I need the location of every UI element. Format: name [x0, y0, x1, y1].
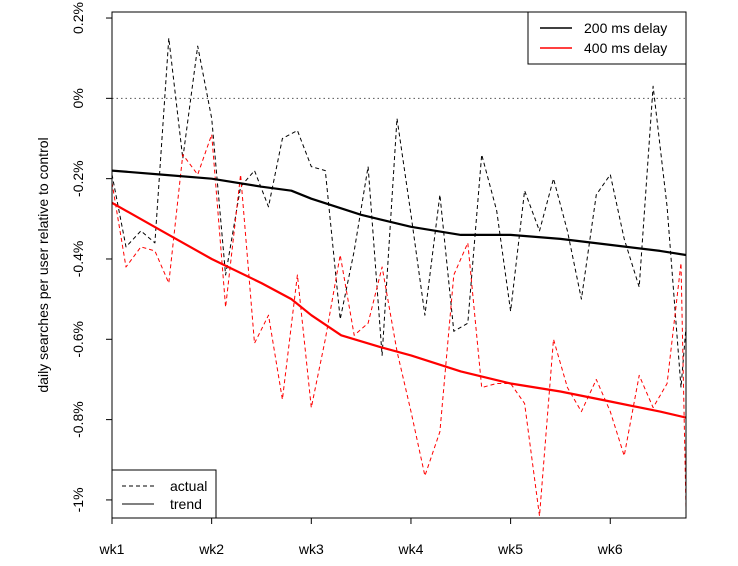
- series-line-200ms-actual: [112, 37, 686, 388]
- color-legend: 200 ms delay 400 ms delay: [527, 11, 687, 65]
- y-tick-label: -0.2%: [70, 160, 86, 197]
- y-tick-label: -1%: [70, 487, 86, 512]
- y-axis: 0.2% 0% -0.2% -0.4% -0.6% -0.8% -1%: [70, 2, 112, 512]
- legend-label-400ms: 400 ms delay: [584, 40, 667, 56]
- series-line-400ms-trend: [112, 201, 686, 419]
- color-legend-box: [527, 11, 687, 65]
- y-tick-label: -0.6%: [70, 321, 86, 358]
- x-tick-label: wk4: [398, 541, 424, 557]
- series-line-400ms-actual: [112, 134, 686, 517]
- y-tick-label: 0%: [70, 88, 86, 108]
- plot-frame: [111, 11, 687, 519]
- style-legend: actual trend: [111, 469, 217, 519]
- series-layer: [112, 37, 686, 517]
- style-legend-box: [111, 469, 217, 519]
- legend-label-actual: actual: [170, 478, 207, 494]
- y-tick-label: -0.8%: [70, 401, 86, 438]
- legend-label-trend: trend: [170, 496, 202, 512]
- series-line-200ms-trend: [112, 169, 686, 257]
- x-tick-label: wk6: [597, 541, 623, 557]
- y-tick-label: -0.4%: [70, 241, 86, 278]
- plot-area: [112, 37, 686, 517]
- x-axis: wk1 wk2 wk3 wk4 wk5 wk6: [99, 518, 623, 557]
- x-tick-label: wk1: [99, 541, 125, 557]
- x-tick-label: wk3: [298, 541, 324, 557]
- x-tick-label: wk2: [198, 541, 224, 557]
- x-tick-label: wk5: [497, 541, 523, 557]
- legend-label-200ms: 200 ms delay: [584, 20, 667, 36]
- y-tick-label: 0.2%: [70, 2, 86, 34]
- y-axis-title: daily searches per user relative to cont…: [35, 137, 51, 392]
